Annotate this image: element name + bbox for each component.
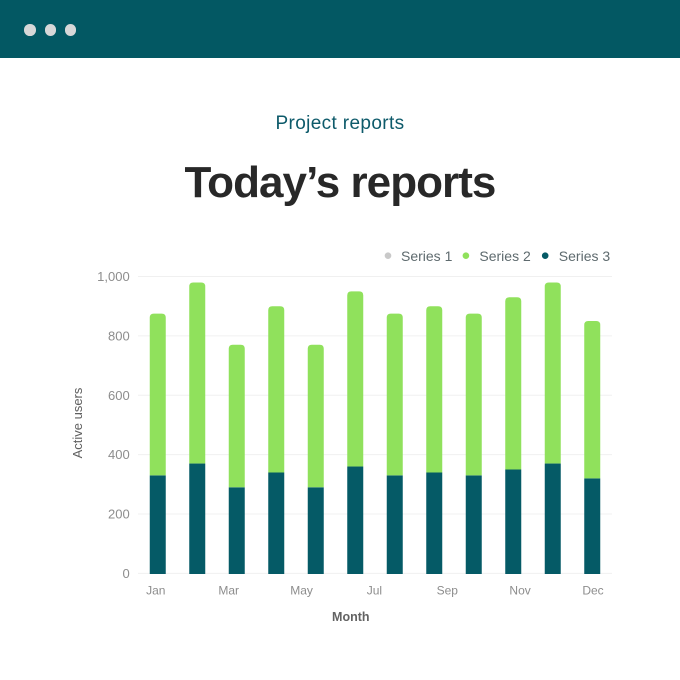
svg-text:Series 2: Series 2 <box>479 248 531 264</box>
svg-text:Month: Month <box>332 610 369 624</box>
svg-text:Dec: Dec <box>582 584 603 598</box>
svg-text:1,000: 1,000 <box>97 269 130 284</box>
svg-text:Active users: Active users <box>70 387 85 458</box>
svg-text:800: 800 <box>108 328 130 343</box>
svg-text:Nov: Nov <box>509 584 530 598</box>
svg-text:0: 0 <box>122 566 129 581</box>
svg-text:Series 3: Series 3 <box>559 248 611 264</box>
svg-text:Series 1: Series 1 <box>401 248 453 264</box>
svg-text:Mar: Mar <box>218 584 239 598</box>
svg-text:200: 200 <box>108 507 130 522</box>
svg-text:Jul: Jul <box>367 584 382 598</box>
svg-text:400: 400 <box>108 447 130 462</box>
svg-text:Jan: Jan <box>146 584 165 598</box>
svg-text:May: May <box>290 584 313 598</box>
svg-text:600: 600 <box>108 388 130 403</box>
svg-text:Sep: Sep <box>437 584 459 598</box>
